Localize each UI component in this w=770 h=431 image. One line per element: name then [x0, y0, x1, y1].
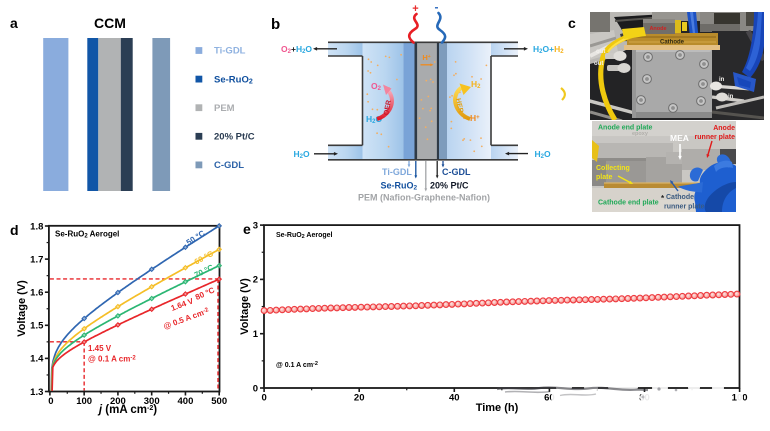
- svg-text:3: 3: [253, 220, 258, 231]
- svg-text:1.4: 1.4: [30, 354, 44, 365]
- svg-text:Se-RuO2: Se-RuO2: [214, 74, 253, 85]
- svg-text:500: 500: [211, 396, 227, 407]
- svg-text:60: 60: [544, 393, 555, 404]
- svg-text:H2: H2: [471, 79, 481, 90]
- svg-text:1.5: 1.5: [30, 321, 44, 332]
- svg-text:Se-RuO2 Aerogel: Se-RuO2 Aerogel: [276, 232, 333, 240]
- svg-text:runner plate: runner plate: [695, 134, 736, 141]
- svg-text:Ti-GDL: Ti-GDL: [382, 167, 412, 177]
- svg-text:100: 100: [76, 396, 92, 407]
- svg-text:Ti-GDL: Ti-GDL: [214, 46, 246, 57]
- svg-text:H2O: H2O: [294, 149, 310, 160]
- svg-text:@ 0.1 A cm-2: @ 0.1 A cm-2: [88, 355, 136, 364]
- svg-text:20: 20: [354, 393, 365, 404]
- svg-text:runner plate: runner plate: [664, 204, 705, 211]
- svg-text:OER: OER: [383, 100, 393, 116]
- svg-text:40: 40: [449, 393, 460, 404]
- svg-text:-: -: [435, 0, 439, 14]
- svg-text:c: c: [568, 15, 576, 31]
- svg-text:300: 300: [144, 396, 160, 407]
- svg-text:PEM (Nafion-Graphene-Nafion): PEM (Nafion-Graphene-Nafion): [358, 193, 490, 203]
- svg-text:400: 400: [178, 396, 194, 407]
- svg-text:C-GDL: C-GDL: [442, 167, 471, 177]
- svg-text:1: 1: [253, 329, 259, 340]
- svg-text:Anode: Anode: [649, 26, 666, 32]
- svg-text:20% Pt/C: 20% Pt/C: [430, 181, 469, 191]
- svg-text:H+: H+: [422, 53, 430, 62]
- svg-text:H+: H+: [470, 113, 480, 123]
- svg-text:H2O+H2: H2O+H2: [533, 44, 564, 55]
- svg-text:d: d: [10, 222, 19, 238]
- svg-text:200: 200: [110, 396, 126, 407]
- svg-text:CCM: CCM: [94, 15, 126, 31]
- svg-text:O2: O2: [371, 81, 382, 92]
- svg-text:2: 2: [253, 275, 258, 286]
- svg-text:out: out: [594, 61, 603, 67]
- svg-text:1.7: 1.7: [30, 254, 43, 265]
- svg-text:Se-RuO2 Aerogel: Se-RuO2 Aerogel: [55, 230, 119, 240]
- svg-text:Cathode: Cathode: [660, 40, 685, 46]
- svg-text:Cathode end plate: Cathode end plate: [598, 200, 659, 207]
- svg-text:HER: HER: [454, 98, 464, 114]
- svg-text:Time (h): Time (h): [476, 402, 519, 414]
- svg-text:1.45 V: 1.45 V: [88, 344, 112, 353]
- svg-text:in: in: [728, 94, 734, 100]
- svg-text:Se-RuO2: Se-RuO2: [381, 181, 418, 192]
- svg-text:O2+H2O: O2+H2O: [281, 44, 312, 55]
- svg-text:H2O: H2O: [535, 149, 551, 160]
- svg-text:Cathode: Cathode: [666, 194, 694, 201]
- svg-text:0: 0: [48, 396, 53, 407]
- svg-text:b: b: [271, 16, 280, 33]
- svg-text:@ 0.1 A cm-2: @ 0.1 A cm-2: [276, 361, 318, 369]
- svg-text:1.3: 1.3: [30, 387, 43, 398]
- svg-text:PEM: PEM: [214, 103, 235, 114]
- svg-text:*: *: [661, 194, 665, 203]
- svg-text:Anode: Anode: [713, 125, 735, 132]
- svg-text:Collecting: Collecting: [596, 165, 630, 172]
- svg-text:0: 0: [261, 393, 266, 404]
- svg-text:Anode end plate: Anode end plate: [598, 125, 653, 132]
- svg-text:in: in: [719, 77, 725, 83]
- svg-text:plate: plate: [596, 174, 612, 181]
- svg-text:out: out: [596, 49, 605, 55]
- svg-text:e: e: [243, 221, 251, 237]
- svg-text:H2O: H2O: [366, 114, 382, 125]
- svg-text:1.8: 1.8: [30, 221, 43, 232]
- svg-text:a: a: [10, 15, 18, 31]
- svg-text:C-GDL: C-GDL: [214, 160, 244, 171]
- svg-text:j (mA cm-2): j (mA cm-2): [97, 404, 157, 416]
- svg-text:20% Pt/C: 20% Pt/C: [214, 132, 255, 143]
- svg-text:+: +: [412, 3, 418, 15]
- svg-text:Voltage (V): Voltage (V): [16, 280, 28, 337]
- svg-text:Voltage (V): Voltage (V): [239, 278, 251, 335]
- svg-text:epoxy: epoxy: [632, 131, 649, 137]
- svg-text:MEA: MEA: [670, 133, 689, 143]
- svg-text:0: 0: [253, 383, 258, 394]
- svg-text:1.6: 1.6: [30, 288, 43, 299]
